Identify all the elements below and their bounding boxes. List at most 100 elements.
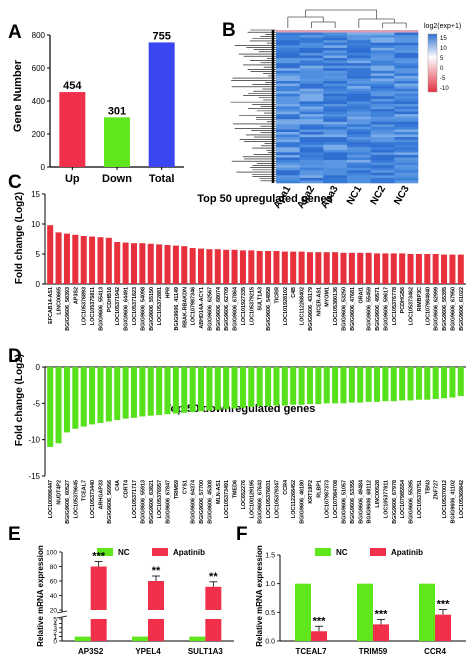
panelD-gene-label: LOC105370012 <box>442 480 448 518</box>
heatmap-cell <box>276 160 300 163</box>
panelC-bar <box>206 249 213 284</box>
heatmap-cell <box>394 75 419 79</box>
heatmap-cell <box>347 152 371 156</box>
panelD-bar <box>80 367 87 427</box>
panelF-bar-apatinib <box>311 631 327 641</box>
panelC-gene-label: AP3S2 <box>73 287 79 304</box>
heatmap-cell <box>347 132 371 135</box>
panel-a-ytick-label: 400 <box>32 97 46 106</box>
heatmap-cell <box>347 55 371 59</box>
heatmap-cell <box>299 167 324 171</box>
heatmap-cell <box>370 96 395 100</box>
panelC-bar <box>231 249 238 284</box>
panelD-bar <box>189 367 196 413</box>
panelC-gene-label: BGIG9606_62709 <box>224 287 230 331</box>
panelD-gene-label: RLBP1 <box>316 480 322 498</box>
heatmap-cell <box>299 170 324 174</box>
panelD-gene-label: BGIG9606_67643 <box>258 480 264 524</box>
panelC-gene-label: LINC00665 <box>57 287 63 315</box>
heatmap-cell <box>299 98 324 102</box>
panelF-legend-swatch <box>370 548 386 556</box>
panelC-gene-label: EFCAB14-AS1 <box>48 287 54 324</box>
heatmap-cell <box>347 165 371 168</box>
panelD-gene-label: CCR4 <box>283 480 289 495</box>
panelC-bar <box>47 225 54 284</box>
panelC-gene-label: LOC107987346 <box>191 287 197 325</box>
heatmap-cell <box>347 172 371 176</box>
heatmap-cell <box>299 147 324 151</box>
panelD-gene-label: BGIG9606_55913 <box>140 480 146 524</box>
panelD-bar <box>323 367 330 404</box>
panelC-gene-label: BGIG9606_58393 <box>65 287 71 331</box>
heatmap-cell <box>394 170 419 174</box>
heatmap-cell <box>299 119 324 123</box>
panelD-bar <box>72 367 79 429</box>
heatmap-cell <box>276 177 300 181</box>
heatmap-cell <box>347 114 371 117</box>
panelD-gene-label: BGIG9606_67847 <box>166 480 172 524</box>
heatmap-cell <box>299 47 324 51</box>
heatmap-cell <box>347 40 371 44</box>
panelE-bar-nc <box>189 636 206 641</box>
panel-a-ytick-label: 800 <box>32 31 46 40</box>
heatmap-cell <box>394 126 419 130</box>
heatmap-cell <box>323 88 348 92</box>
heatmap-cell <box>394 114 419 117</box>
heatmap-cell <box>394 162 419 166</box>
heatmap-cell <box>299 37 324 41</box>
heatmap-cell <box>323 91 348 95</box>
heatmap-cell <box>323 45 348 49</box>
heatmap-cell <box>276 139 300 143</box>
heatmap-cell <box>394 32 419 36</box>
panelD-ytick-label: -15 <box>28 472 40 481</box>
panelC-bar <box>265 251 272 284</box>
heatmap-cell <box>394 40 419 44</box>
heatmap-cell <box>299 134 324 138</box>
heatmap-cell <box>347 180 371 184</box>
heatmap-cell <box>394 180 419 184</box>
panelE-ytick-label: 80 <box>50 564 58 571</box>
panelE-category-label: AP3S2 <box>78 647 104 656</box>
panel-f-ylabel: Relative mRNA expression <box>255 545 264 647</box>
heatmap-cell <box>299 30 324 33</box>
panelF-legend-label: NC <box>336 548 348 557</box>
heatmap-cell <box>276 88 300 92</box>
heatmap-column-label: NC1 <box>345 184 365 207</box>
panelD-bar <box>441 367 448 399</box>
panelD-bar <box>281 367 288 406</box>
panelD-bar <box>290 367 297 405</box>
heatmap-cell <box>347 63 371 66</box>
panelF-category-label: TCEAL7 <box>295 647 327 656</box>
heatmap-cell <box>299 35 324 38</box>
panelC-bar <box>340 252 347 284</box>
heatmap-cell <box>370 83 395 87</box>
heatmap-cell <box>276 129 300 133</box>
heatmap-cell <box>276 91 300 95</box>
panelD-gene-label: NUDT4P2 <box>57 480 63 505</box>
heatmap-cell <box>323 142 348 146</box>
heatmap-cell <box>323 119 348 123</box>
panel-a-bar-total <box>148 42 175 167</box>
heatmap-cell <box>370 114 395 117</box>
heatmap-cell <box>323 154 348 158</box>
heatmap-cell <box>347 35 371 38</box>
heatmap-cell <box>347 175 371 179</box>
panelD-gene-label: LOC652276 <box>241 480 247 509</box>
heatmap-cell <box>347 45 371 49</box>
panelC-bar <box>432 254 439 284</box>
panel-c-ylabel: Fold change (Log2) <box>14 192 25 284</box>
heatmap-cell <box>394 93 419 97</box>
heatmap-cell <box>299 139 324 143</box>
heatmap-cell <box>299 103 324 107</box>
heatmap-cell <box>276 65 300 69</box>
heatmap-cell <box>347 37 371 41</box>
panelD-gene-label: LOC100129195 <box>249 480 255 518</box>
heatmap-cell <box>370 109 395 112</box>
heatmap-cell <box>370 157 395 161</box>
heatmap-cell <box>276 75 300 79</box>
panelC-bar <box>399 253 406 284</box>
heatmap-cell <box>370 78 395 82</box>
heatmap-cell <box>370 111 395 115</box>
heatmap-cell <box>323 93 348 97</box>
